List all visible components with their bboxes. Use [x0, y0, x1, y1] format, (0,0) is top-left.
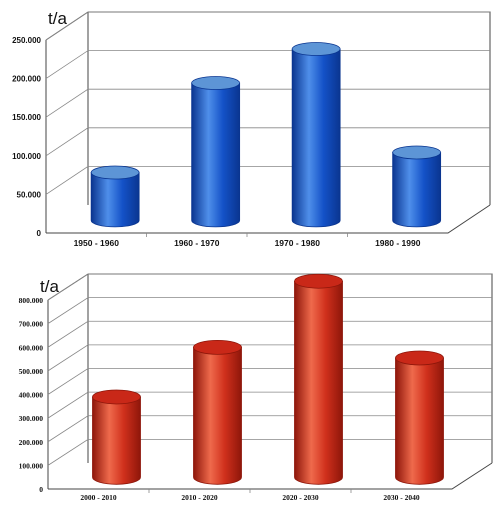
- top-bar-body: [191, 82, 241, 228]
- bottom-bar-top: [294, 273, 343, 289]
- bottom-tick-label: 500.000: [19, 367, 44, 376]
- bottom-tick-label: 400.000: [19, 391, 44, 400]
- bottom-unit-label: t/a: [40, 277, 59, 296]
- top-category-label: 1970 - 1980: [275, 238, 321, 248]
- bottom-bar: [92, 389, 141, 485]
- top-category-label: 1960 - 1970: [174, 238, 220, 248]
- top-gridline: [45, 127, 490, 157]
- bottom-tick-label: 0: [39, 485, 43, 494]
- top-tick-label: 200.000: [12, 75, 41, 84]
- top-bar-body: [90, 172, 140, 228]
- bottom-tick-label: 600.000: [19, 343, 44, 352]
- top-tick-label: 150.000: [12, 113, 41, 122]
- top-bar-top: [291, 42, 341, 56]
- bottom-category-label: 2010 - 2020: [181, 493, 217, 502]
- top-gridline: [45, 50, 490, 79]
- bottom-bar-body: [193, 346, 242, 485]
- bottom-bar-body: [395, 357, 444, 485]
- chart-top: t/a 0 50.000 100.000 150.000 200.000 250.000 1…: [12, 9, 491, 248]
- top-tick-label: 0: [37, 229, 42, 238]
- top-bar: [291, 42, 341, 228]
- bottom-bar: [294, 273, 343, 485]
- top-unit-label: t/a: [48, 9, 67, 28]
- bottom-bar: [395, 350, 444, 485]
- bottom-gridline: [47, 344, 492, 372]
- top-bar: [191, 76, 241, 228]
- top-bar: [392, 145, 442, 228]
- top-tick-label: 50.000: [17, 190, 42, 199]
- bottom-gridline: [47, 415, 492, 443]
- top-gridline: [45, 88, 490, 118]
- top-tick-label: 250.000: [12, 36, 41, 45]
- bottom-bar-body: [294, 280, 343, 485]
- bottom-gridline: [47, 368, 492, 395]
- bottom-floor: [48, 462, 493, 490]
- bottom-bar-top: [193, 339, 242, 355]
- chart-bottom: t/a 0 100.000 200.000 300.000 400.000 500.000…: [19, 273, 493, 502]
- bottom-gridline: [47, 438, 492, 466]
- bottom-tick-label: 800.000: [19, 296, 44, 305]
- bottom-category-label: 2000 - 2010: [80, 493, 116, 502]
- top-bar-body: [392, 152, 442, 228]
- top-bar-top: [90, 165, 140, 180]
- top-gridline: [45, 166, 490, 195]
- top-tick-label: 100.000: [12, 152, 41, 161]
- top-gridline: [45, 11, 490, 41]
- bottom-category-label: 2030 - 2040: [383, 493, 419, 502]
- top-bar: [90, 165, 140, 228]
- bottom-bar: [193, 339, 242, 485]
- top-category-label: 1950 - 1960: [74, 238, 120, 248]
- bottom-bar-body: [92, 396, 141, 485]
- bottom-bar-top: [92, 389, 141, 405]
- bottom-category-label: 2020 - 2030: [282, 493, 318, 502]
- bottom-bar-top: [395, 350, 444, 366]
- top-bar-top: [191, 76, 241, 90]
- bottom-gridline: [47, 273, 492, 301]
- bottom-tick-label: 200.000: [19, 438, 44, 447]
- top-category-label: 1980 - 1990: [375, 238, 421, 248]
- bottom-gridline: [47, 391, 492, 419]
- bottom-tick-label: 700.000: [19, 320, 44, 329]
- top-bar-body: [291, 48, 341, 228]
- bottom-tick-label: 100.000: [19, 461, 44, 470]
- top-floor: [46, 204, 491, 234]
- top-bar-top: [392, 145, 442, 160]
- bottom-gridline: [47, 297, 492, 324]
- bottom-tick-label: 300.000: [19, 414, 44, 423]
- bottom-gridline: [47, 320, 492, 348]
